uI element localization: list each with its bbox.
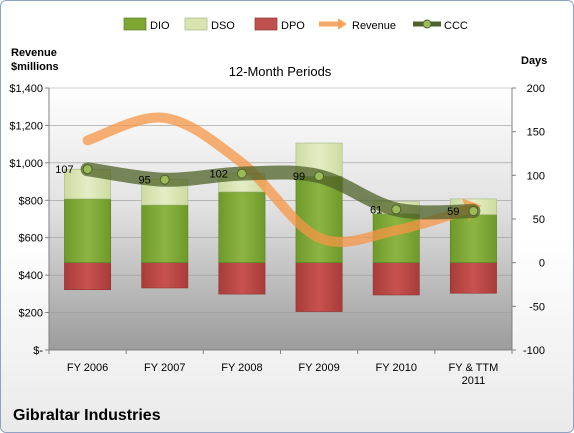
right-tick-label: 150 — [527, 127, 545, 139]
right-axis-title: Days — [521, 55, 547, 67]
left-tick-label: $1,200 — [9, 120, 43, 132]
ccc-data-label: 107 — [55, 164, 73, 176]
ccc-line — [80, 162, 481, 220]
x-tick-label: 2011 — [462, 375, 486, 387]
left-tick-label: $400 — [19, 270, 43, 282]
bar-dio — [64, 198, 112, 263]
ccc-data-label: 95 — [139, 175, 151, 187]
legend-label-ccc: CCC — [444, 20, 468, 32]
x-tick-label: FY 2006 — [67, 362, 108, 374]
ccc-point — [236, 168, 247, 179]
bar-dpo — [218, 262, 266, 295]
bar-dio — [218, 191, 266, 263]
axes: $- $200 $400 $600 $800 $1,000 $1,200 $1,400 -100… — [9, 83, 545, 357]
chart-title: 12-Month Periods — [229, 64, 332, 79]
legend-label-dpo: DPO — [281, 20, 305, 32]
ccc-data-label: 102 — [210, 169, 228, 181]
ccc-data-label: 59 — [447, 206, 459, 218]
legend-item-dpo: DPO — [254, 17, 305, 32]
right-tick-label: -50 — [529, 301, 545, 313]
ccc-data-label: 61 — [370, 204, 382, 216]
bar-dpo — [449, 262, 497, 294]
ccc-point — [391, 204, 402, 215]
left-tick-label: $200 — [19, 308, 43, 320]
legend-label-dio: DIO — [150, 20, 170, 32]
x-tick-label: FY 2009 — [298, 362, 339, 374]
bar-dpo — [372, 262, 420, 296]
bar-dpo — [64, 262, 112, 291]
lines: 107 95 102 99 61 59 — [55, 112, 482, 247]
x-axis-labels: FY 2006 FY 2007 FY 2008 FY 2009 FY 2010 FY & … — [67, 362, 498, 387]
bar-dio — [449, 214, 497, 263]
x-tick-label: FY 2010 — [376, 362, 417, 374]
x-tick-label: FY & TTM — [449, 362, 499, 374]
bar-dio — [295, 175, 343, 263]
bar-dio — [141, 204, 189, 263]
x-tick-label: FY 2007 — [144, 362, 185, 374]
left-tick-label: $- — [33, 345, 43, 357]
legend-item-ccc: CCC — [413, 19, 468, 32]
right-tick-label: 200 — [527, 83, 545, 95]
ccc-point — [314, 171, 325, 182]
left-axis-title-line2: $millions — [11, 61, 59, 73]
right-tick-label: 100 — [527, 170, 545, 182]
ccc-point — [468, 206, 479, 217]
right-tick-label: 50 — [533, 214, 545, 226]
legend-item-dio: DIO — [123, 17, 170, 32]
left-axis-title-line1: Revenue — [11, 47, 57, 59]
legend-label-dso: DSO — [211, 20, 235, 32]
right-tick-label: -100 — [523, 345, 545, 357]
right-tick-label: 0 — [539, 258, 545, 270]
ccc-point — [159, 174, 170, 185]
legend-label-revenue: Revenue — [352, 20, 396, 32]
company-name: Gibraltar Industries — [13, 407, 161, 424]
left-tick-label: $1,000 — [9, 158, 43, 170]
left-tick-label: $1,400 — [9, 83, 43, 95]
ccc-point — [82, 164, 93, 175]
bar-dpo — [295, 262, 343, 312]
legend: DIO DSO DPO Revenue CCC — [123, 17, 468, 32]
x-tick-label: FY 2008 — [221, 362, 262, 374]
left-tick-label: $600 — [19, 233, 43, 245]
ccc-data-label: 99 — [293, 171, 305, 183]
legend-item-dso: DSO — [184, 17, 235, 32]
bar-dpo — [141, 262, 189, 289]
legend-item-revenue: Revenue — [319, 18, 396, 32]
revenue-line — [82, 112, 479, 247]
left-tick-label: $800 — [19, 195, 43, 207]
